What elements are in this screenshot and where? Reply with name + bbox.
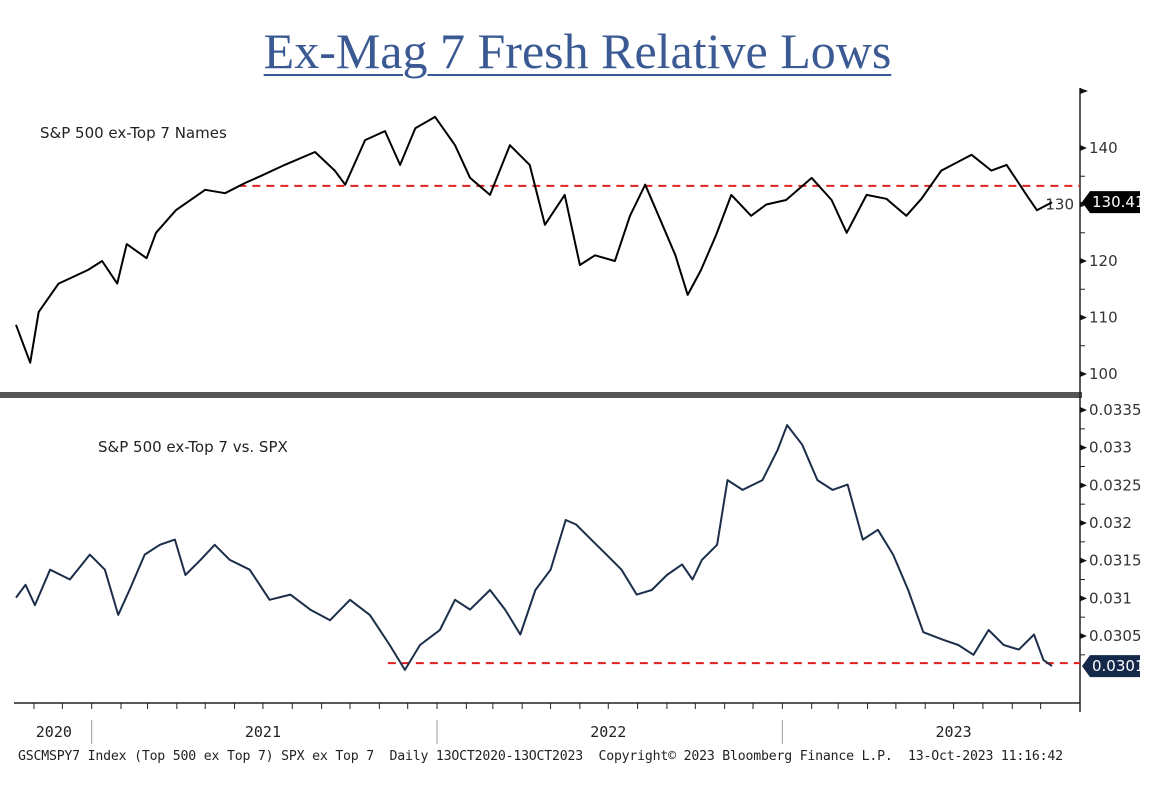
x-tick-label: 2020 [36, 723, 72, 741]
y-tick [1080, 371, 1087, 377]
y-tick [1080, 557, 1087, 564]
top-panel-label: S&P 500 ex-Top 7 Names [40, 124, 227, 142]
y-tick-label: 0.0315 [1089, 552, 1142, 570]
y-tick-label: 0.0325 [1089, 476, 1142, 494]
y-tick-label: 140 [1089, 139, 1118, 157]
last-value-tag [1082, 655, 1140, 678]
y-tick [1080, 145, 1087, 151]
y-tick [1080, 314, 1087, 321]
y-tick-label: 120 [1089, 252, 1118, 270]
y-tick [1080, 520, 1087, 526]
y-tick [1080, 482, 1087, 489]
last-value-label: 0.0301 [1092, 657, 1145, 675]
y-tick [1080, 444, 1087, 451]
y-tick-label: 0.033 [1089, 439, 1132, 457]
series-line [15, 424, 1053, 671]
y-tick-label: 100 [1089, 365, 1118, 383]
y-tick-label: 110 [1089, 309, 1118, 327]
y-tick [1080, 633, 1087, 639]
axis-arrow-icon [1080, 88, 1088, 94]
x-tick-label: 2023 [936, 723, 972, 741]
last-value-tag [1082, 191, 1140, 214]
series-line [15, 115, 1053, 364]
y-tick-label: 130 [1045, 196, 1074, 214]
footer-source: GSCMSPY7 Index (Top 500 ex Top 7) SPX ex… [18, 749, 1063, 764]
x-tick-label: 2022 [590, 723, 626, 741]
chart-title: Ex-Mag 7 Fresh Relative Lows [263, 23, 892, 79]
x-tick-label: 2021 [245, 723, 281, 741]
y-tick [1080, 258, 1087, 264]
y-tick-label: 0.0305 [1089, 627, 1142, 645]
y-tick [1080, 201, 1087, 208]
panel-divider [0, 392, 1082, 398]
y-tick-label: 0.032 [1089, 514, 1132, 532]
y-tick-label: 0.0335 [1089, 401, 1142, 419]
y-tick-label: 0.031 [1089, 589, 1132, 607]
y-tick [1080, 595, 1087, 602]
last-value-label: 130.41 [1092, 193, 1145, 211]
bottom-panel-label: S&P 500 ex-Top 7 vs. SPX [98, 438, 288, 456]
y-tick [1080, 407, 1087, 413]
